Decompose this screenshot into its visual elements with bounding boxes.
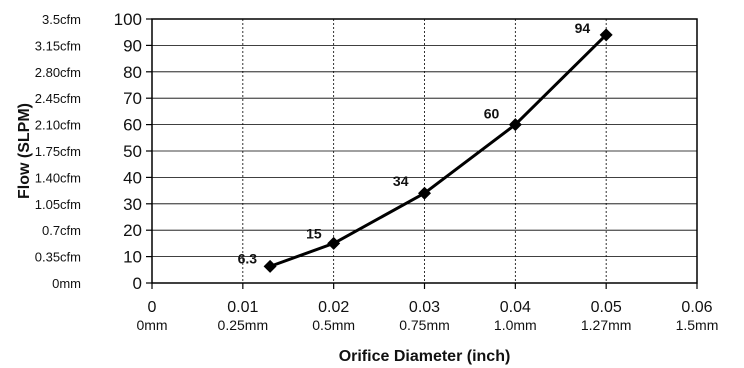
series: 6.3 15 34 60 94 bbox=[238, 20, 613, 273]
y-secondary-label: 1.40cfm bbox=[35, 170, 81, 185]
data-label: 94 bbox=[575, 20, 591, 36]
x-tick-label: 0.02 bbox=[318, 299, 349, 316]
y-tick-label: 40 bbox=[123, 168, 142, 187]
y-tick-label: 20 bbox=[123, 221, 142, 240]
x-tick-sublabel: 1.27mm bbox=[581, 317, 632, 333]
y-axis-title: Flow (SLPM) bbox=[16, 103, 33, 199]
y-secondary-label: 2.45cfm bbox=[35, 91, 81, 106]
data-point-marker bbox=[508, 118, 522, 132]
y-tick-label: 70 bbox=[123, 89, 142, 108]
data-label: 60 bbox=[484, 106, 500, 122]
data-label: 15 bbox=[306, 225, 322, 241]
y-tick-label: 30 bbox=[123, 195, 142, 214]
data-label: 34 bbox=[393, 173, 409, 189]
y-secondary-label: 3.15cfm bbox=[35, 38, 81, 53]
y-secondary-label: 1.05cfm bbox=[35, 197, 81, 212]
x-tick-sublabel: 0.75mm bbox=[399, 317, 450, 333]
grid bbox=[152, 19, 697, 283]
y-secondary-label: 1.75cfm bbox=[35, 144, 81, 159]
x-axis-title: Orifice Diameter (inch) bbox=[339, 348, 511, 365]
y-secondary-label: 2.80cfm bbox=[35, 65, 81, 80]
y-tick-label: 60 bbox=[123, 116, 142, 135]
y-tick-label: 50 bbox=[123, 142, 142, 161]
y-axis: 0 0mm 10 0.35cfm 20 0.7cfm 30 1.05cfm 40 1.40cfm 5… bbox=[35, 10, 152, 293]
data-point-marker bbox=[418, 186, 431, 200]
x-tick-sublabel: 1.0mm bbox=[494, 317, 537, 333]
x-tick-sublabel: 0mm bbox=[136, 317, 167, 333]
y-tick-label: 90 bbox=[123, 36, 142, 55]
y-secondary-label: 0.7cfm bbox=[42, 223, 81, 238]
data-point-marker bbox=[263, 259, 277, 273]
x-tick-label: 0.01 bbox=[227, 299, 258, 316]
x-tick-label: 0.04 bbox=[500, 299, 531, 316]
x-tick-label: 0.03 bbox=[409, 299, 440, 316]
y-secondary-label: 3.5cfm bbox=[42, 12, 81, 27]
y-tick-label: 80 bbox=[123, 63, 142, 82]
data-point-marker bbox=[599, 28, 613, 42]
x-tick-sublabel: 0.25mm bbox=[218, 317, 269, 333]
x-tick-label: 0.06 bbox=[681, 299, 712, 316]
y-secondary-label: 0.35cfm bbox=[35, 250, 81, 265]
y-secondary-label: 0mm bbox=[52, 276, 81, 291]
y-tick-label: 100 bbox=[114, 10, 142, 29]
y-tick-label: 10 bbox=[123, 248, 142, 267]
y-tick-label: 0 bbox=[133, 274, 142, 293]
data-point-marker bbox=[327, 236, 341, 250]
data-label: 6.3 bbox=[238, 250, 258, 266]
y-secondary-label: 2.10cfm bbox=[35, 118, 81, 133]
x-tick-label: 0.05 bbox=[591, 299, 622, 316]
x-tick-sublabel: 1.5mm bbox=[676, 317, 719, 333]
x-tick-sublabel: 0.5mm bbox=[312, 317, 355, 333]
x-tick-label: 0 bbox=[148, 299, 157, 316]
